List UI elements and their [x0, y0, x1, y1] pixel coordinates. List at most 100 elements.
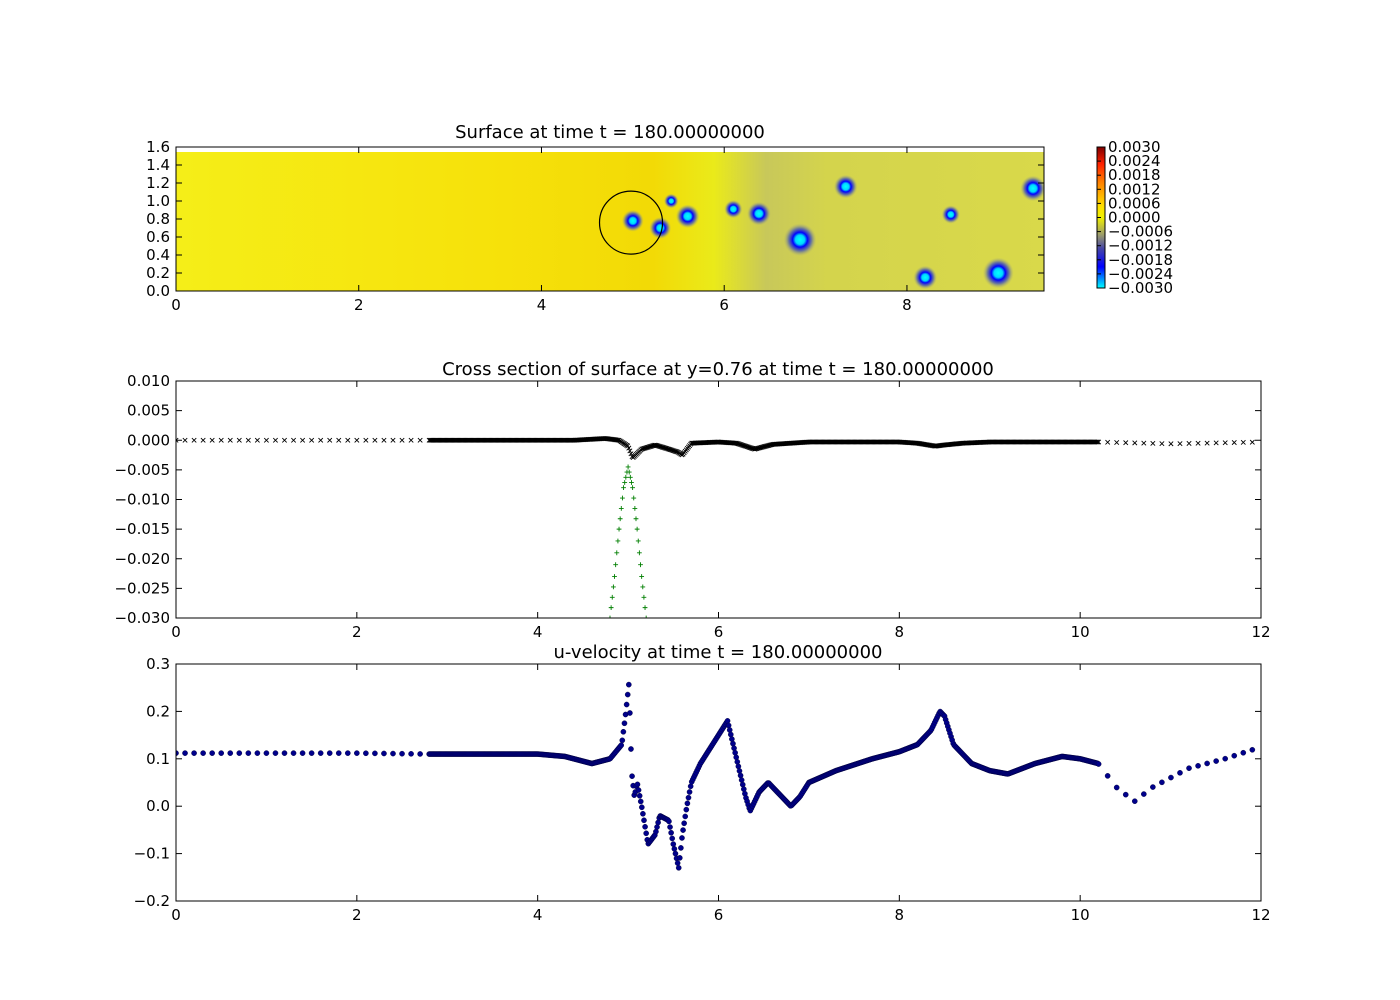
y-tick-label: −0.015 [114, 520, 170, 538]
velocity-point [654, 824, 660, 830]
velocity-point [735, 763, 742, 770]
velocity-point [408, 751, 414, 757]
plus-marker-point [625, 464, 631, 470]
velocity-point [1122, 791, 1129, 798]
velocity-point [354, 750, 360, 756]
y-tick-label: 0.3 [146, 655, 170, 673]
velocity-point [731, 745, 737, 751]
velocity-point [686, 789, 693, 795]
velocity-point [741, 786, 747, 792]
velocity-point [176, 750, 179, 756]
velocity-point [1195, 763, 1201, 769]
plus-marker-point [638, 562, 643, 568]
x-marker-point [626, 445, 632, 451]
x-marker-point [182, 437, 188, 443]
velocity-point [1177, 770, 1183, 776]
x-tick-label: 4 [533, 623, 543, 641]
plus-marker-point [634, 526, 640, 532]
x-marker-point [1105, 439, 1111, 445]
x-tick-label: 2 [352, 623, 362, 641]
plus-marker-point [633, 516, 639, 522]
surface-depression-blob [1020, 175, 1044, 202]
velocity-point [669, 835, 676, 842]
velocity-point [684, 800, 691, 807]
plus-marker-point [626, 469, 632, 475]
y-tick-label: 0.4 [146, 246, 170, 264]
velocity-point [636, 792, 643, 799]
velocity-point [200, 750, 206, 756]
velocity-point [182, 750, 188, 756]
plus-marker-point [607, 615, 613, 618]
surface-depression-blob [941, 205, 960, 224]
velocity-point [672, 850, 679, 857]
surface-depression-blob [724, 199, 743, 219]
x-marker-point [281, 437, 288, 443]
x-marker-point [254, 437, 260, 443]
velocity-point [683, 806, 690, 813]
x-marker-point [1249, 439, 1255, 445]
velocity-point [677, 855, 683, 861]
plus-marker-point [639, 574, 645, 579]
cross-section-title: Cross section of surface at y=0.76 at ti… [442, 359, 994, 380]
x-marker-point [354, 437, 360, 443]
velocity-point [736, 768, 743, 774]
plus-marker-point [621, 485, 626, 491]
plus-marker-point [636, 550, 642, 556]
y-tick-label: 0.8 [146, 210, 170, 228]
u-velocity-panel: u-velocity at time t = 180.00000000 0 2 4 6… [134, 642, 1271, 924]
velocity-point [737, 772, 744, 779]
surface-depression-blob [675, 204, 700, 229]
heatmap-blobs [598, 174, 1044, 290]
y-tick-label: 0.005 [127, 402, 170, 420]
velocity-point [417, 751, 423, 757]
velocity-point [626, 681, 632, 688]
velocity-point [335, 750, 342, 756]
velocity-point [675, 865, 682, 871]
y-tick-label: −0.005 [114, 461, 170, 479]
y-tick-label: −0.020 [114, 550, 170, 568]
y-tick-label: 0.000 [127, 431, 170, 449]
surface-depression-blob [783, 223, 817, 257]
velocity-point [619, 737, 626, 744]
velocity-point [272, 750, 279, 756]
plus-marker-point [643, 615, 649, 618]
x-marker-point [1222, 440, 1228, 446]
colorbar-tick-label: −0.0024 [1108, 265, 1173, 283]
x-marker-point [1123, 440, 1129, 446]
velocity-point [653, 828, 659, 835]
surface-depression-blob [663, 193, 679, 209]
object-outline-circle [598, 190, 664, 255]
velocity-point [308, 750, 315, 756]
x-marker-point [327, 437, 333, 443]
x-tick-label: 12 [1251, 623, 1270, 641]
velocity-point [381, 750, 387, 757]
velocity-point [678, 845, 684, 851]
velocity-point [640, 810, 646, 817]
velocity-point [726, 727, 733, 733]
x-marker-point [390, 437, 396, 443]
velocity-point [363, 750, 369, 757]
velocity-point [634, 781, 641, 788]
x-marker-point [408, 437, 414, 443]
x-marker-point [300, 437, 306, 443]
velocity-point [623, 701, 630, 708]
velocity-point [635, 787, 642, 793]
plus-marker-point [623, 474, 629, 480]
x-marker-point [1195, 440, 1201, 446]
velocity-point [639, 804, 645, 811]
velocity-point [344, 750, 351, 756]
cross-section-marks [176, 435, 1255, 618]
velocity-point [643, 830, 649, 837]
velocity-point [263, 750, 270, 756]
cross-section-panel: Cross section of surface at y=0.76 at ti… [114, 359, 1270, 641]
u-velocity-frame [175, 663, 1262, 902]
velocity-point [1204, 760, 1210, 767]
cross-section-axes: 0 2 4 6 8 10 12 0.010 0.005 0.000 −0.005 −0.010 −0.0… [114, 372, 1270, 641]
colorbar-tick-label: −0.0012 [1108, 237, 1173, 255]
heatmap-title: Surface at time t = 180.00000000 [455, 122, 765, 143]
x-tick-label: 4 [537, 296, 547, 314]
x-marker-point [627, 448, 633, 454]
velocity-point [1150, 784, 1156, 790]
velocity-point [1186, 765, 1192, 771]
x-tick-label: 4 [533, 906, 543, 924]
